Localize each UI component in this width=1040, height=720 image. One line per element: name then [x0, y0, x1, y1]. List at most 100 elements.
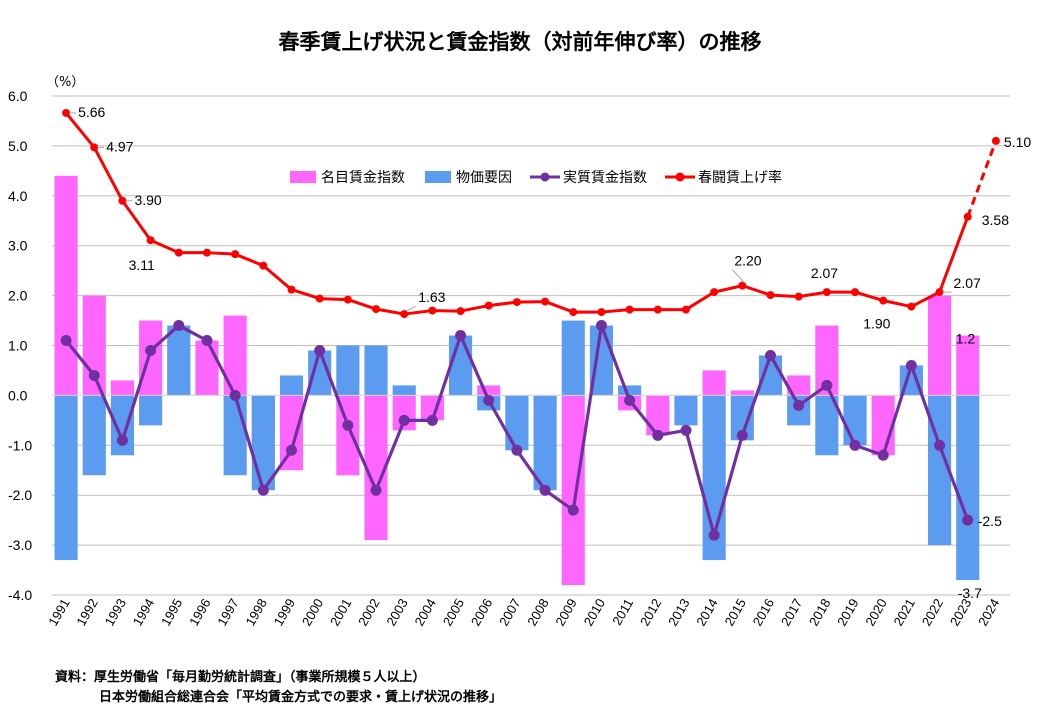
point-shunto-2017: [794, 292, 803, 301]
bar-nominal-2018: [815, 325, 839, 396]
point-real-2015: [736, 429, 748, 441]
x-tick-label: 2015: [721, 596, 748, 629]
point-real-1995: [173, 320, 185, 332]
bar-nominal-1993: [110, 380, 134, 396]
point-shunto-2013: [681, 305, 690, 314]
data-label-price-2023: -3.7: [958, 585, 982, 601]
point-shunto-1996: [202, 248, 211, 257]
point-shunto-1995: [174, 248, 183, 257]
bar-nominal-2017: [787, 375, 811, 396]
label-leader: [405, 305, 417, 312]
x-tick-label: 2019: [834, 596, 861, 629]
y-tick-label: 3.0: [8, 238, 28, 254]
point-shunto-2020: [879, 296, 888, 305]
legend-marker-shunto: [675, 172, 685, 182]
point-shunto-2016: [766, 291, 775, 300]
bar-price-2015: [730, 395, 754, 441]
x-tick-label: 2004: [412, 596, 439, 629]
data-label-shunto-2023: 3.58: [982, 212, 1009, 228]
x-tick-label: 2007: [496, 596, 523, 629]
point-shunto-2021: [907, 302, 916, 311]
bar-price-1993: [110, 395, 134, 456]
bar-nominal-1996: [195, 340, 219, 396]
bar-price-1994: [139, 395, 163, 426]
point-shunto-2024: [991, 136, 1000, 145]
point-shunto-2007: [512, 298, 521, 307]
bar-price-2018: [815, 395, 839, 456]
x-tick-label: 2010: [581, 596, 608, 629]
bar-price-2008: [533, 395, 557, 491]
bar-nominal-2015: [730, 390, 754, 396]
point-real-1992: [88, 369, 100, 381]
point-real-2006: [483, 394, 495, 406]
legend-swatch-nominal: [290, 171, 316, 183]
point-shunto-1992: [90, 143, 99, 152]
point-shunto-2006: [484, 301, 493, 310]
point-shunto-2005: [456, 307, 465, 316]
point-real-2008: [539, 484, 551, 496]
point-shunto-2011: [625, 305, 634, 314]
data-label-shunto-2022: 2.07: [954, 275, 981, 291]
point-real-1998: [257, 484, 269, 496]
y-tick-label: -1.0: [8, 437, 32, 453]
source-line-2: 日本労働組合総連合会「平均賃金方式での要求・賃上げ状況の推移」: [99, 689, 502, 705]
x-tick-label: 2003: [383, 596, 410, 629]
point-shunto-2000: [315, 294, 324, 303]
x-tick-label: 1992: [73, 596, 100, 629]
x-tick-label: 1999: [271, 596, 298, 629]
x-tick-label: 2014: [693, 596, 720, 629]
point-real-2009: [567, 504, 579, 516]
point-real-2022: [934, 439, 946, 451]
bar-price-2013: [674, 395, 698, 426]
source-line-1: 資料：厚生労働省「毎月勤労統計調査」（事業所規模５人以上）: [55, 669, 426, 685]
bar-price-2023: [956, 395, 980, 581]
point-real-2020: [877, 449, 889, 461]
bar-nominal-2002: [364, 395, 388, 541]
legend-label-price: 物価要因: [456, 170, 512, 186]
point-shunto-2002: [372, 305, 381, 314]
x-tick-label: 1995: [158, 596, 185, 629]
legend-label-nominal: 名目賃金指数: [321, 170, 405, 186]
x-tick-label: 2018: [806, 596, 833, 629]
bar-price-1995: [167, 325, 191, 396]
point-real-2021: [905, 359, 917, 371]
point-real-2004: [426, 414, 438, 426]
point-real-2001: [342, 419, 354, 431]
bar-price-2009: [561, 320, 585, 396]
x-tick-label: 1997: [214, 596, 241, 629]
data-label-shunto-1992: 4.97: [106, 138, 133, 154]
legend-swatch-price: [425, 171, 451, 183]
y-tick-label: -3.0: [8, 537, 32, 553]
point-real-2019: [849, 439, 861, 451]
x-tick-label: 2020: [862, 596, 889, 629]
point-shunto-1998: [259, 261, 268, 270]
line-shunto-dashed: [966, 140, 998, 218]
bar-nominal-1991: [54, 175, 78, 396]
x-tick-label: 2013: [665, 596, 692, 629]
point-shunto-2019: [851, 288, 860, 297]
point-real-2013: [680, 424, 692, 436]
x-tick-label: 2012: [637, 596, 664, 629]
point-real-2018: [821, 379, 833, 391]
point-real-2023: [962, 514, 974, 526]
x-tick-label: 2021: [891, 596, 918, 629]
x-tick-label: 2006: [468, 596, 495, 629]
point-shunto-2014: [710, 288, 719, 297]
y-tick-label: -4.0: [8, 587, 32, 603]
bar-series: [52, 175, 1010, 586]
y-tick-label: 5.0: [8, 138, 28, 154]
point-real-2000: [314, 344, 326, 356]
x-tick-label: 2008: [524, 596, 551, 629]
x-tick-label: 2017: [778, 596, 805, 629]
x-tick-label: 1991: [45, 596, 72, 629]
point-real-1997: [229, 389, 241, 401]
y-axis: 6.0 5.0 4.0 3.0 2.0 1.0 0.0 -1.0 -2.0 -3.0 -4.0: [8, 88, 32, 603]
point-real-2010: [595, 320, 607, 332]
x-tick-label: 2000: [299, 596, 326, 629]
x-tick-label: 2001: [327, 596, 354, 629]
data-label-shunto-1994: 3.11: [129, 257, 155, 273]
point-real-2011: [624, 394, 636, 406]
point-shunto-1999: [287, 285, 296, 294]
legend-marker-real: [540, 172, 550, 182]
